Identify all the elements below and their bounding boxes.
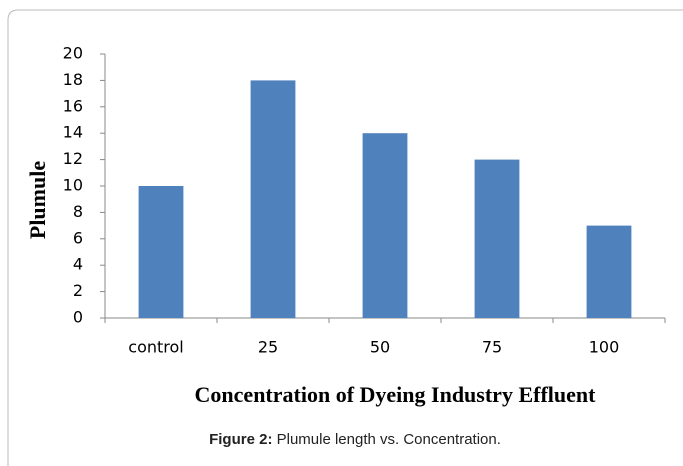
x-tick-label: 50: [370, 338, 390, 357]
caption: Figure 2: Plumule length vs. Concentrati…: [209, 431, 501, 448]
y-tick-label: 12: [63, 149, 83, 168]
y-axis-title: Plumule: [25, 161, 50, 239]
bar: [362, 133, 408, 318]
y-tick-label: 6: [73, 228, 83, 247]
frame: [7, 9, 683, 466]
x-tick-label: 100: [589, 338, 620, 357]
y-tick-label: 8: [73, 202, 83, 221]
y-tick-label: 16: [63, 96, 83, 115]
y-tick-label: 4: [73, 255, 83, 274]
y-tick-label: 20: [63, 44, 83, 63]
bar: [138, 186, 184, 318]
caption-label: Figure 2:: [209, 431, 272, 448]
caption-text: Plumule length vs. Concentration.: [277, 431, 501, 448]
y-tick-label: 2: [73, 281, 83, 300]
x-tick-label: control: [128, 338, 183, 357]
x-tick-label: 75: [482, 338, 502, 357]
y-tick-label: 18: [63, 70, 83, 89]
bar: [474, 159, 520, 318]
y-tick-label: 14: [63, 123, 83, 142]
y-tick-label: 10: [63, 176, 83, 195]
x-axis-title: Concentration of Dyeing Industry Effluen…: [195, 382, 597, 407]
bar: [586, 225, 632, 318]
x-tick-label: 25: [258, 338, 278, 357]
y-tick-label: 0: [73, 308, 83, 327]
bar: [250, 80, 296, 319]
